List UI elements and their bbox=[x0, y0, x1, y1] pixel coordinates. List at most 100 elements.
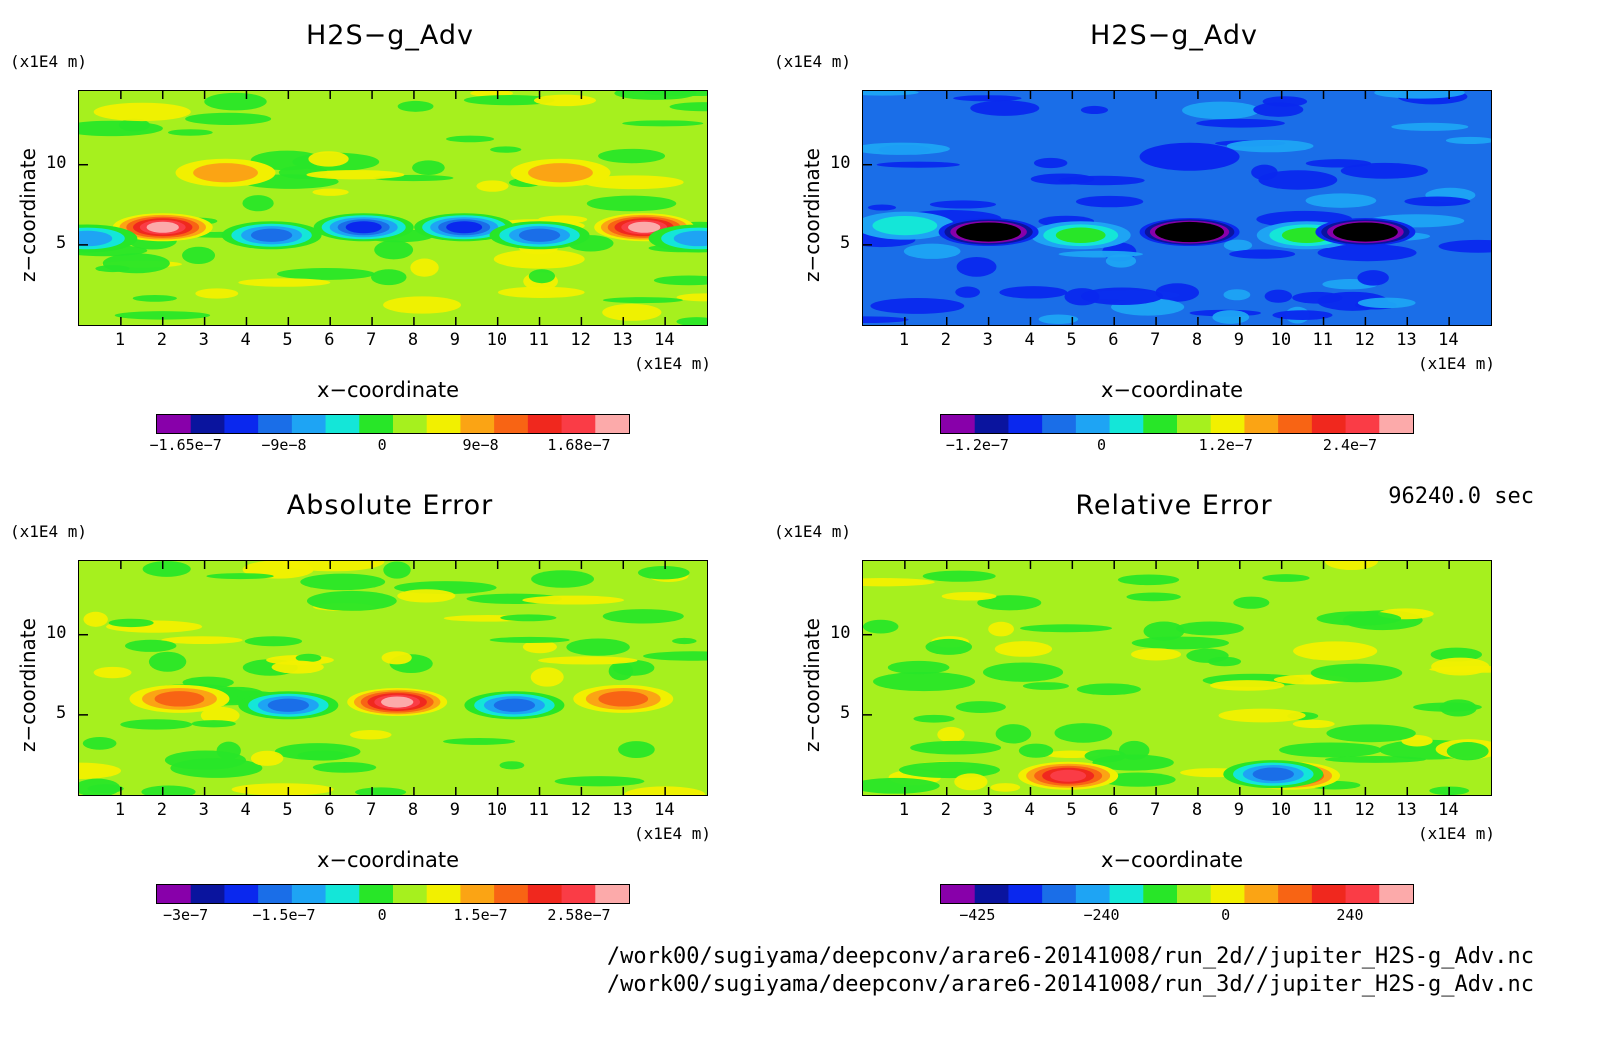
field-band bbox=[990, 783, 1021, 792]
field-band bbox=[250, 150, 324, 171]
field-band bbox=[242, 195, 274, 212]
colorbar-swatch bbox=[561, 415, 596, 433]
x-tick-label: 9 bbox=[1233, 330, 1245, 350]
field-band bbox=[1058, 175, 1145, 186]
field-band bbox=[148, 651, 187, 672]
field-band bbox=[602, 297, 683, 304]
field-band bbox=[79, 120, 163, 137]
colorbar-svg bbox=[157, 885, 629, 903]
x-tick-label: 11 bbox=[528, 330, 550, 350]
y-unit-label: (x1E4 m) bbox=[774, 522, 852, 541]
field-band bbox=[528, 269, 555, 284]
field-band bbox=[870, 297, 965, 314]
field-band bbox=[1292, 719, 1335, 729]
x-tick-label: 12 bbox=[1354, 330, 1375, 350]
field-band bbox=[1264, 289, 1293, 303]
field-band bbox=[1310, 663, 1403, 683]
field-band bbox=[1446, 742, 1489, 761]
field-band bbox=[1117, 574, 1180, 586]
x-tick-label: 11 bbox=[1312, 800, 1334, 820]
data-blob bbox=[1175, 227, 1204, 237]
field-band bbox=[381, 651, 412, 665]
x-unit-label: (x1E4 m) bbox=[1418, 354, 1496, 373]
colorbar bbox=[940, 414, 1414, 434]
field-band bbox=[102, 253, 170, 274]
field-band bbox=[195, 288, 239, 299]
chart-title: H2S−g_Adv bbox=[1090, 20, 1258, 51]
colorbar-swatch bbox=[1075, 415, 1111, 433]
data-blob bbox=[528, 163, 593, 183]
x-tick-label: 3 bbox=[198, 800, 209, 820]
colorbar-swatch bbox=[595, 415, 629, 433]
x-tick-label: 12 bbox=[570, 800, 591, 820]
colorbar-swatch bbox=[494, 885, 529, 903]
field-band bbox=[93, 102, 191, 122]
colorbar-swatch bbox=[1210, 415, 1245, 433]
field-band bbox=[297, 750, 349, 761]
field-band bbox=[1391, 122, 1469, 131]
field-band bbox=[250, 750, 284, 766]
y-tick-label: 10 bbox=[830, 152, 851, 173]
field-band bbox=[161, 636, 243, 645]
field-band bbox=[79, 762, 122, 780]
field-band bbox=[999, 286, 1068, 299]
colorbar-swatch bbox=[974, 885, 1009, 903]
x-tick-label: 7 bbox=[366, 800, 377, 820]
field-band bbox=[374, 240, 414, 260]
x-unit-label: (x1E4 m) bbox=[634, 354, 712, 373]
field-band bbox=[82, 736, 117, 750]
field-band bbox=[1439, 699, 1477, 717]
field-band bbox=[538, 656, 638, 665]
data-blob bbox=[673, 230, 707, 247]
field-band bbox=[383, 296, 462, 314]
field-band bbox=[1092, 754, 1174, 771]
colorbar-tick-label: −1.65e−7 bbox=[149, 436, 222, 454]
field-band bbox=[941, 591, 997, 601]
field-band bbox=[1131, 648, 1182, 661]
colorbar-swatch bbox=[1311, 885, 1347, 903]
data-blob bbox=[267, 698, 309, 712]
panel-top-left: H2S−g_Adv (x1E4 m) z−coordinate (x1E4 m)… bbox=[0, 0, 780, 470]
colorbar-swatch bbox=[359, 415, 394, 433]
field-band bbox=[125, 639, 177, 652]
y-tick-label: 10 bbox=[46, 622, 67, 643]
colorbar-swatch bbox=[460, 415, 495, 433]
field-band bbox=[583, 175, 684, 190]
field-band bbox=[397, 100, 434, 112]
field-band bbox=[141, 785, 196, 795]
colorbar-swatch bbox=[1109, 885, 1144, 903]
field-band bbox=[554, 776, 645, 787]
x-tick-label: 2 bbox=[940, 800, 951, 820]
colorbar-swatch bbox=[190, 415, 225, 433]
field-band bbox=[1292, 291, 1343, 304]
field-band bbox=[383, 561, 411, 579]
y-unit-label: (x1E4 m) bbox=[10, 52, 88, 71]
field-band bbox=[530, 667, 564, 687]
field-band bbox=[1100, 772, 1176, 787]
field-band bbox=[120, 719, 193, 730]
field-band bbox=[200, 706, 240, 725]
field-band bbox=[970, 100, 1040, 116]
colorbar-swatch bbox=[1345, 885, 1380, 903]
field-band bbox=[676, 317, 707, 325]
x-tick-label: 10 bbox=[486, 330, 508, 350]
colorbar-swatch bbox=[1379, 415, 1413, 433]
field-band bbox=[903, 243, 961, 259]
field-band bbox=[1212, 310, 1250, 324]
x-tick-label: 2 bbox=[940, 330, 951, 350]
x-tick-label: 8 bbox=[407, 800, 419, 820]
colorbar-tick-label: −1.5e−7 bbox=[252, 906, 316, 924]
field-band bbox=[238, 278, 331, 287]
colorbar-swatch bbox=[1109, 415, 1144, 433]
colorbar-swatch bbox=[1075, 885, 1111, 903]
field-band bbox=[170, 758, 263, 778]
heatmap-svg bbox=[79, 561, 707, 795]
field-band bbox=[306, 170, 405, 180]
colorbar-tick-label: 0 bbox=[377, 436, 387, 454]
x-tick-label: 3 bbox=[198, 330, 209, 350]
field-band bbox=[445, 135, 495, 143]
chart-title: H2S−g_Adv bbox=[306, 20, 474, 51]
field-band bbox=[1317, 244, 1417, 262]
colorbar-swatch bbox=[1177, 415, 1212, 433]
field-band bbox=[1316, 611, 1402, 626]
